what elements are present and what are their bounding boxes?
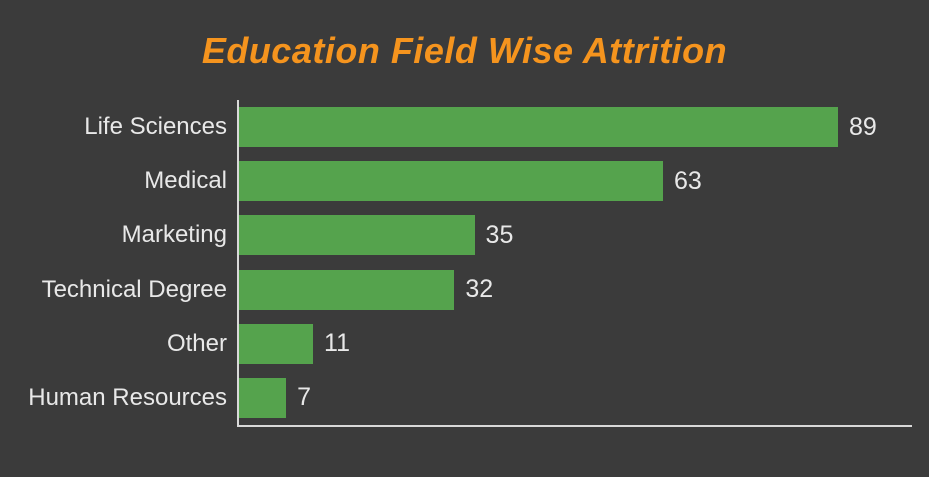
bar-mark[interactable]	[239, 377, 287, 418]
value-label: 35	[485, 220, 514, 249]
category-label: Life Sciences	[84, 113, 227, 141]
chart-row: Human Resources 7	[28, 371, 912, 425]
value-label: 63	[673, 166, 702, 195]
category-label: Marketing	[121, 221, 227, 249]
category-label: Other	[166, 329, 227, 357]
category-label: Human Resources	[28, 383, 227, 411]
category-label: Medical	[144, 167, 227, 195]
chart-row: Medical 63	[144, 154, 912, 208]
chart-row: Marketing 35	[122, 208, 912, 262]
bar-mark[interactable]	[239, 215, 475, 256]
bar-mark[interactable]	[239, 161, 663, 202]
bar-chart-plot-area: Life Sciences 89 Medical 63 Marketing 35 Techn…	[28, 100, 912, 427]
chart-row: Technical Degree 32	[42, 263, 912, 317]
value-label: 7	[297, 383, 312, 412]
chart-row: Life Sciences 89	[84, 100, 912, 154]
chart-row: Other 11	[167, 317, 912, 371]
bar-mark[interactable]	[239, 107, 838, 148]
bar-mark[interactable]	[239, 323, 314, 364]
category-label: Technical Degree	[41, 275, 227, 303]
value-label: 32	[465, 275, 494, 304]
chart-title: Education Field Wise Attrition	[201, 30, 728, 71]
value-label: 11	[324, 329, 350, 358]
value-label: 89	[848, 112, 877, 141]
bar-mark[interactable]	[239, 269, 455, 310]
